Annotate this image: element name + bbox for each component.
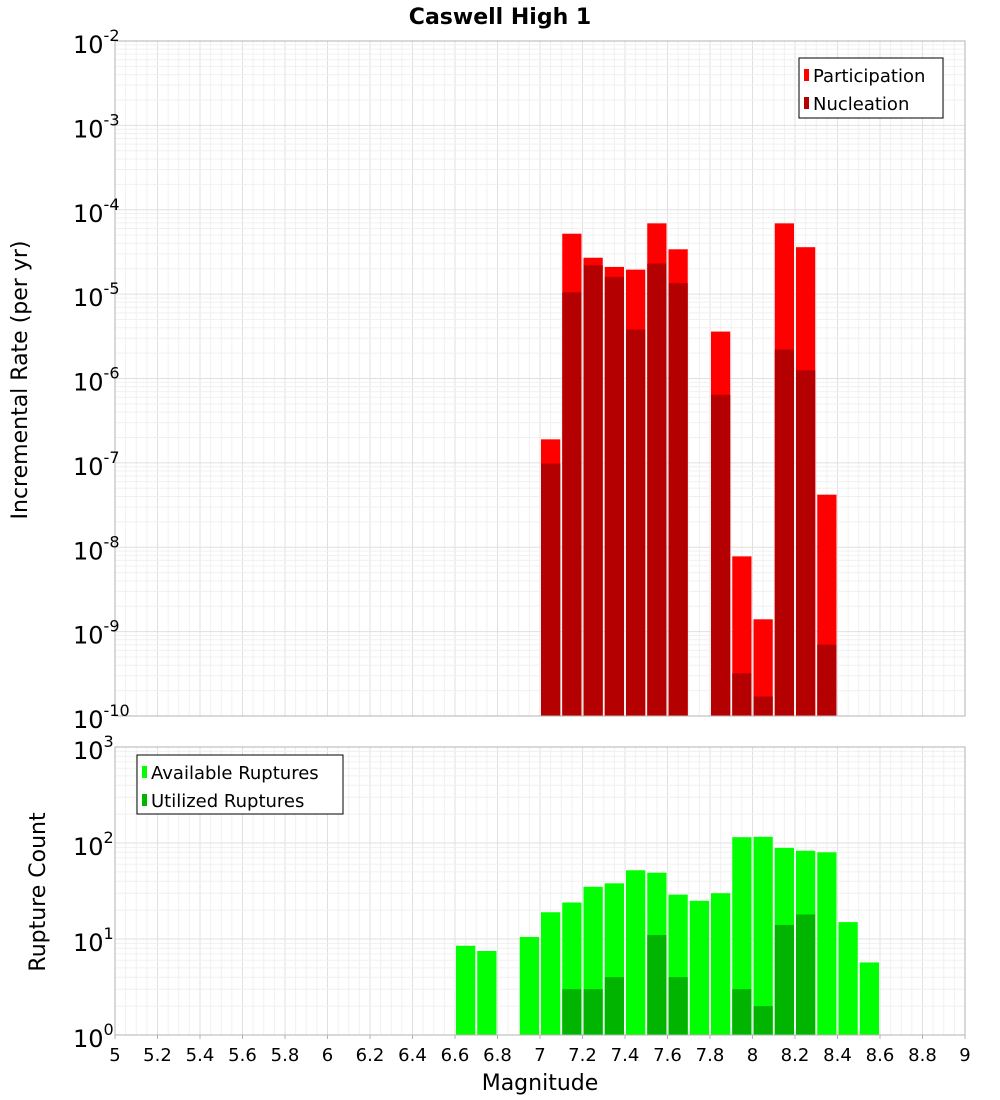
x-tick-label: 8.4 [823, 1045, 852, 1066]
bar-available [689, 900, 709, 1035]
x-tick-label: 6.8 [483, 1045, 512, 1066]
bar-available [519, 936, 539, 1035]
x-tick-label: 7.4 [611, 1045, 640, 1066]
bar-nucleation [732, 673, 752, 716]
x-tick-label: 5.8 [271, 1045, 300, 1066]
bar-nucleation [562, 292, 582, 716]
bar-utilized [583, 989, 603, 1035]
bar-utilized [562, 989, 582, 1035]
legend-swatch [142, 766, 147, 778]
x-tick-label: 5.2 [143, 1045, 172, 1066]
legend-box [136, 754, 344, 815]
bar-utilized [796, 914, 816, 1035]
x-tick-label: 7.8 [696, 1045, 725, 1066]
x-tick-label: 7.2 [568, 1045, 597, 1066]
legend: Available Ruptures Utilized Ruptures [136, 754, 344, 815]
x-tick-label: 6.2 [356, 1045, 385, 1066]
bar-nucleation [753, 696, 773, 716]
chart-title: Caswell High 1 [409, 5, 591, 30]
x-tick-label: 8.2 [781, 1045, 810, 1066]
bar-utilized [604, 977, 624, 1035]
legend-entry: Available Ruptures [151, 763, 319, 784]
legend-entry: Participation [813, 66, 925, 87]
bar-available [626, 870, 646, 1035]
legend-entry: Nucleation [813, 94, 909, 115]
bar-utilized [732, 989, 752, 1035]
bar-nucleation [817, 644, 837, 716]
x-tick-label: 6 [322, 1045, 333, 1066]
bar-nucleation [583, 265, 603, 716]
legend-swatch [142, 794, 147, 806]
bar-nucleation [604, 276, 624, 716]
bar-available [456, 945, 476, 1035]
bar-available [817, 852, 837, 1035]
x-tick-label: 5.6 [228, 1045, 257, 1066]
x-tick-label: 8.6 [866, 1045, 895, 1066]
legend: Participation Nucleation [798, 57, 944, 119]
y-tick-label: 10-9 [73, 617, 120, 650]
bar-available [838, 922, 858, 1035]
y-tick-label: 10-3 [73, 110, 120, 143]
legend-swatch [804, 97, 809, 109]
y-tick-label: 10-6 [73, 364, 120, 397]
bar-available [541, 912, 561, 1035]
top-rate-panel: 10-2 10-3 10-4 10-5 10-6 10-7 10-8 10-9 10-10 Par… [73, 26, 966, 734]
x-tick-label: 5 [109, 1045, 120, 1066]
x-tick-label: 6.4 [398, 1045, 427, 1066]
y-tick-label: 10-8 [73, 532, 120, 565]
y-tick-label: 101 [73, 924, 114, 957]
x-tick-label: 8 [747, 1045, 758, 1066]
y-tick-label: 100 [73, 1020, 114, 1053]
bar-available [859, 962, 879, 1035]
bar-utilized [753, 1006, 773, 1035]
y-tick-label: 10-10 [73, 701, 130, 734]
bar-utilized [774, 924, 794, 1035]
y-tick-label: 10-2 [73, 26, 120, 59]
bar-utilized [647, 935, 667, 1035]
bar-nucleation [541, 463, 561, 716]
legend-swatch [804, 69, 809, 81]
x-tick-label: 5.4 [186, 1045, 215, 1066]
x-tick-label: 6.6 [441, 1045, 470, 1066]
bar-nucleation [647, 263, 667, 716]
bar-nucleation [774, 349, 794, 716]
bar-nucleation [626, 329, 646, 716]
bar-available [711, 893, 731, 1035]
x-tick-label: 7.6 [653, 1045, 682, 1066]
plot-frame [114, 40, 966, 717]
y-tick-label: 10-4 [73, 195, 120, 228]
x-tick-label: 8.8 [908, 1045, 937, 1066]
top-y-axis-label: Incremental Rate (per yr) [8, 241, 33, 520]
x-tick-label: 9 [959, 1045, 970, 1066]
bar-available [753, 836, 773, 1035]
bar-available [732, 837, 752, 1035]
bar-nucleation [668, 283, 688, 716]
x-axis-label: Magnitude [482, 1071, 599, 1096]
legend-entry: Utilized Ruptures [151, 791, 304, 812]
bar-nucleation [711, 394, 731, 716]
bottom-y-axis-label: Rupture Count [26, 812, 51, 972]
y-tick-label: 10-5 [73, 279, 120, 312]
x-tick-label: 7 [534, 1045, 545, 1066]
y-tick-label: 103 [73, 732, 114, 765]
bar-participation [753, 619, 773, 716]
y-tick-label: 102 [73, 828, 114, 861]
bar-available [477, 950, 497, 1035]
y-tick-label: 10-7 [73, 448, 120, 481]
bar-utilized [668, 977, 688, 1035]
bar-nucleation [796, 370, 816, 716]
legend-box [798, 57, 944, 119]
